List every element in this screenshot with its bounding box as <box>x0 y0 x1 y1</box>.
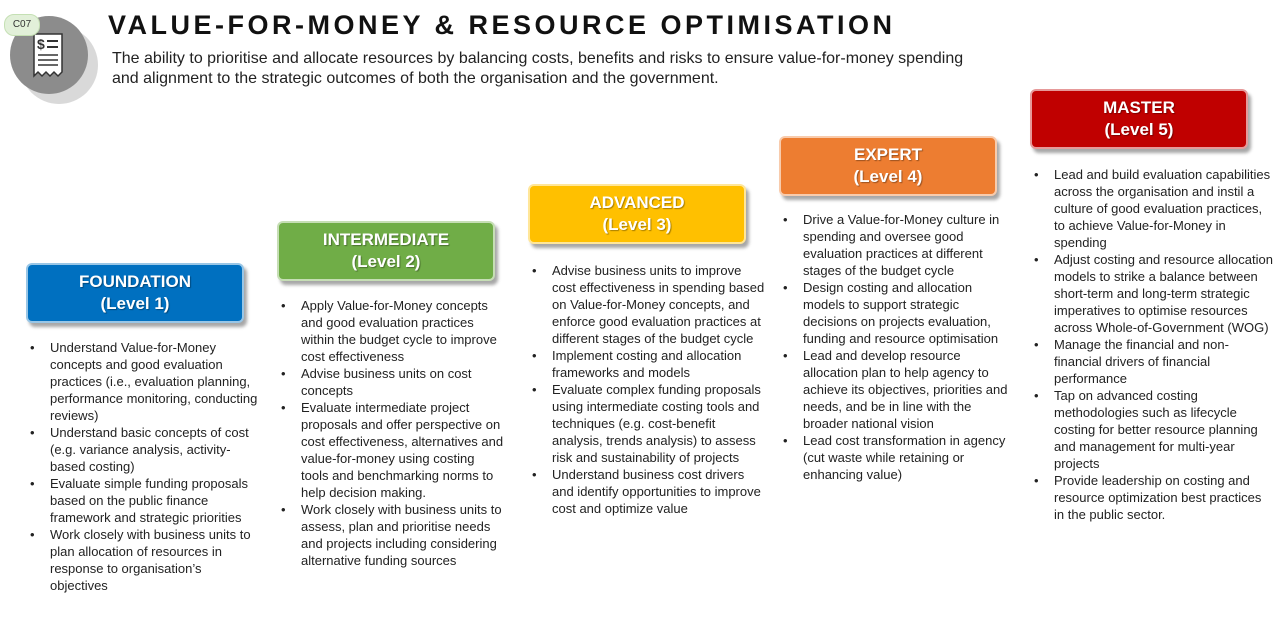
level-3-header: ADVANCED (Level 3) <box>528 184 746 244</box>
level-2-item: Work closely with business units to asse… <box>275 501 505 569</box>
level-5-item: Lead and build evaluation capabilities a… <box>1028 166 1274 251</box>
level-4-list: Drive a Value-for-Money culture in spend… <box>777 211 1013 483</box>
level-3-item: Understand business cost drivers and ide… <box>526 466 766 517</box>
level-4-header: EXPERT (Level 4) <box>779 136 997 196</box>
page-title: VALUE-FOR-MONEY & RESOURCE OPTIMISATION <box>108 10 896 40</box>
level-2-number: (Level 2) <box>351 252 421 271</box>
receipt-dollar-icon: $ <box>33 33 63 78</box>
level-1-list: Understand Value-for-Money concepts and … <box>24 339 260 594</box>
level-4-item: Design costing and allocation models to … <box>777 279 1013 347</box>
level-4-name: EXPERT <box>853 145 923 164</box>
level-1-item: Evaluate simple funding proposals based … <box>24 475 260 526</box>
svg-text:$: $ <box>37 36 45 52</box>
level-5-header: MASTER (Level 5) <box>1030 89 1248 149</box>
badge-code: C07 <box>4 14 40 36</box>
level-2-item: Evaluate intermediate project proposals … <box>275 399 505 501</box>
level-4-item: Lead cost transformation in agency (cut … <box>777 432 1013 483</box>
level-5-item: Adjust costing and resource allocation m… <box>1028 251 1274 336</box>
level-3-item: Evaluate complex funding proposals using… <box>526 381 766 466</box>
level-5-item: Tap on advanced costing methodologies su… <box>1028 387 1274 472</box>
level-5-list: Lead and build evaluation capabilities a… <box>1028 166 1274 523</box>
level-3-item: Advise business units to improve cost ef… <box>526 262 766 347</box>
level-5-number: (Level 5) <box>1104 120 1174 139</box>
page-subtitle: The ability to prioritise and allocate r… <box>112 50 964 87</box>
level-2-item: Advise business units on cost concepts <box>275 365 505 399</box>
level-1-item: Work closely with business units to plan… <box>24 526 260 594</box>
level-1-name: FOUNDATION <box>78 272 192 291</box>
level-4-item: Drive a Value-for-Money culture in spend… <box>777 211 1013 279</box>
level-4-number: (Level 4) <box>853 167 923 186</box>
level-2-list: Apply Value-for-Money concepts and good … <box>275 297 505 569</box>
level-2-item: Apply Value-for-Money concepts and good … <box>275 297 505 365</box>
level-1-number: (Level 1) <box>100 294 170 313</box>
level-3-number: (Level 3) <box>602 215 672 234</box>
level-3-item: Implement costing and allocation framewo… <box>526 347 766 381</box>
level-2-name: INTERMEDIATE <box>322 230 450 249</box>
level-2-header: INTERMEDIATE (Level 2) <box>277 221 495 281</box>
level-5-item: Manage the financial and non-financial d… <box>1028 336 1274 387</box>
level-1-item: Understand basic concepts of cost (e.g. … <box>24 424 260 475</box>
level-1-header: FOUNDATION (Level 1) <box>26 263 244 323</box>
level-3-list: Advise business units to improve cost ef… <box>526 262 766 517</box>
level-3-name: ADVANCED <box>589 193 685 212</box>
level-4-item: Lead and develop resource allocation pla… <box>777 347 1013 432</box>
level-5-item: Provide leadership on costing and resour… <box>1028 472 1274 523</box>
level-1-item: Understand Value-for-Money concepts and … <box>24 339 260 424</box>
level-5-name: MASTER <box>1103 98 1175 117</box>
competency-badge: $ C07 <box>4 10 100 106</box>
